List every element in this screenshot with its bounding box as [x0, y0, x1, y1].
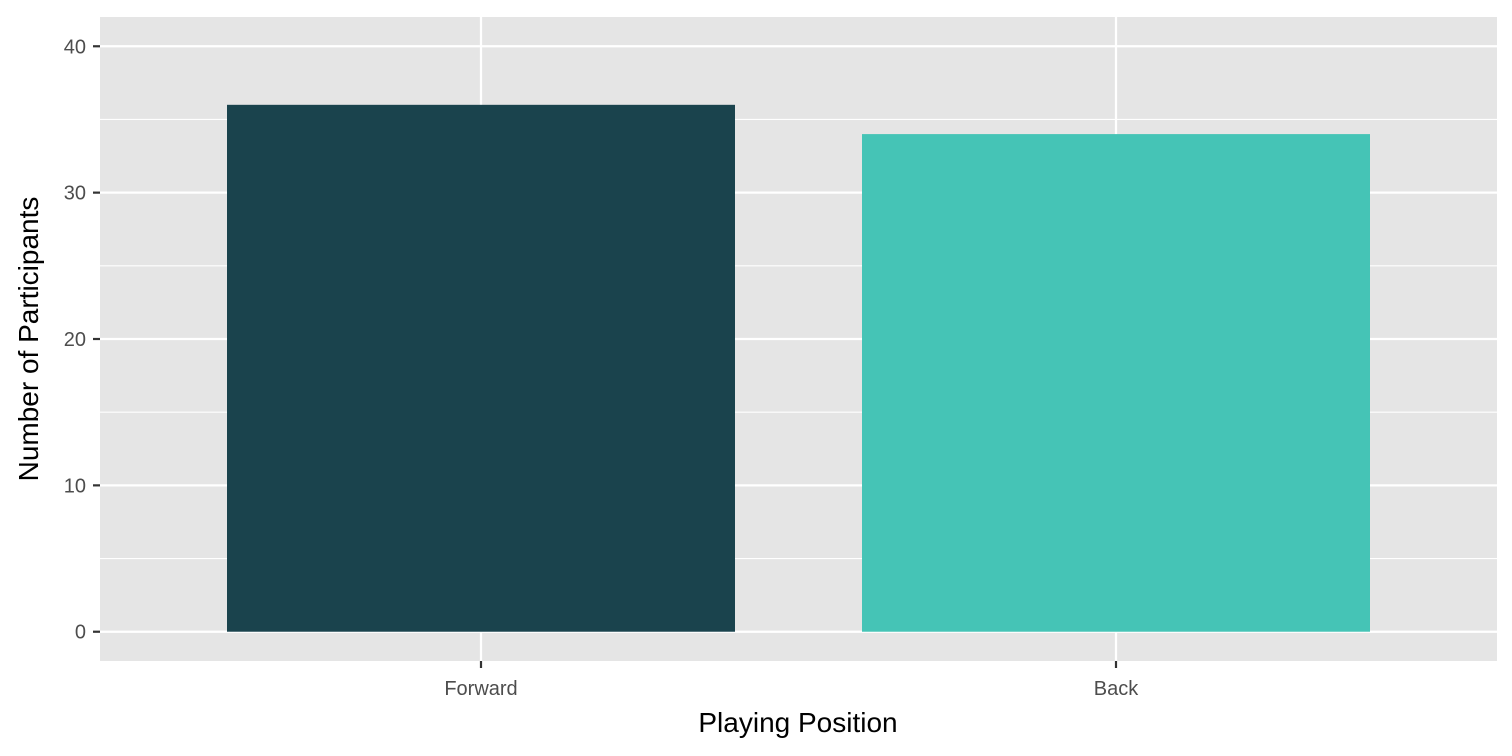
bars — [227, 104, 1370, 632]
x-axis: Forward Back — [444, 661, 1139, 700]
y-tick-label: 10 — [64, 475, 86, 497]
bar-back — [862, 134, 1370, 632]
x-tick-label: Forward — [444, 678, 517, 700]
y-axis: 0 10 20 30 40 — [64, 36, 100, 644]
bar-forward — [227, 104, 735, 632]
y-tick-label: 20 — [64, 329, 86, 351]
x-tick-label: Back — [1094, 678, 1139, 700]
y-tick-label: 40 — [64, 36, 86, 58]
y-axis-title: Number of Participants — [13, 197, 44, 482]
y-tick-label: 30 — [64, 183, 86, 205]
y-tick-label: 0 — [75, 622, 86, 644]
x-axis-title: Playing Position — [698, 707, 897, 738]
